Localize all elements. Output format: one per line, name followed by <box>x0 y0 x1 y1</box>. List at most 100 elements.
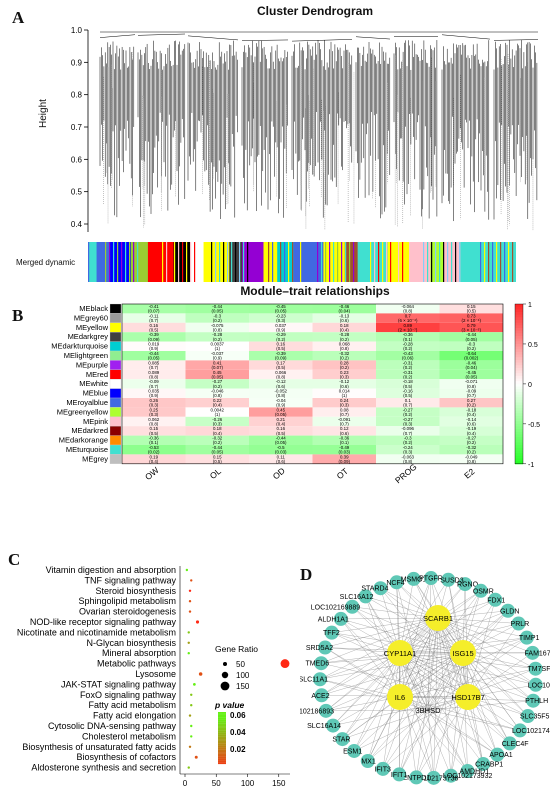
cell-pvalue: (0.3) <box>149 412 159 417</box>
pathway-label: Cytosolic DNA-sensing pathway <box>48 721 177 731</box>
cell-pvalue: (0.5) <box>403 384 413 389</box>
dot-point <box>187 652 190 655</box>
heatmap-cell <box>249 454 313 464</box>
outer-gene-node <box>458 577 473 592</box>
cell-correlation: -0.3 <box>213 313 221 318</box>
cell-pvalue: (0.3) <box>340 403 350 408</box>
colorbar-stripe <box>113 242 115 282</box>
y-tick-label: 0.5 <box>71 188 83 197</box>
colorbar-stripe <box>459 242 461 282</box>
cell-correlation: 0.014 <box>339 389 351 394</box>
heatmap-cell <box>122 435 186 445</box>
legend-gradient-step <box>515 458 523 462</box>
cell-correlation: 0.19 <box>149 454 158 459</box>
legend-gradient-step <box>515 415 523 420</box>
colorbar-segment <box>109 242 132 282</box>
legend-gradient-step <box>515 429 523 433</box>
colorbar-stripe <box>512 242 514 282</box>
outer-gene-label: MSMO1 <box>401 576 427 583</box>
heatmap-cell <box>376 445 440 455</box>
colorbar-stripe <box>386 242 388 282</box>
cell-pvalue: (0.05) <box>212 450 224 455</box>
outer-gene-label: LOC102185525 <box>528 682 550 689</box>
cell-correlation: 0.73 <box>467 313 476 318</box>
cell-correlation: 0.79 <box>467 323 476 328</box>
cell-correlation: -0.24 <box>403 445 414 450</box>
heatmap-cell <box>249 332 313 342</box>
heatmap-cell <box>249 360 313 370</box>
colorbar-stripe <box>227 242 229 282</box>
legend-gradient-step <box>515 418 523 422</box>
heatmap-cell <box>312 435 376 445</box>
color-legend-step <box>218 715 226 718</box>
cell-pvalue: (0.3) <box>403 421 413 426</box>
heatmap-cell <box>122 369 186 380</box>
dot-x-tick-label: 100 <box>241 779 255 788</box>
outer-gene-node <box>525 645 540 660</box>
colorbar-segment <box>409 242 431 282</box>
cell-pvalue: (0.5) <box>149 431 159 436</box>
outer-gene-label: SUSD3 <box>440 577 463 584</box>
hub-gene-label: SCARB1 <box>423 614 453 623</box>
cell-correlation: 0.16 <box>276 426 285 431</box>
cell-correlation: 0.062 <box>148 417 160 422</box>
outer-gene-node <box>460 764 475 779</box>
y-tick-label: 0.8 <box>71 91 83 100</box>
heatmap-cell <box>185 369 249 380</box>
colorbar-stripe <box>186 242 188 282</box>
cell-correlation: 0.25 <box>149 407 158 412</box>
heatmap-cell <box>185 398 249 408</box>
dot-point <box>187 631 190 634</box>
module-trait-heatmap: MEblack -0.41(0.07)-0.44(0.05)-0.45(0.05)… <box>51 302 540 485</box>
legend-gradient-step <box>515 306 523 310</box>
colorbar-stripe <box>496 242 498 282</box>
outer-gene-label: PRLR <box>511 621 530 628</box>
outer-gene-node <box>520 709 535 724</box>
outer-gene-label: MX1 <box>361 759 376 766</box>
panel-c-label: C <box>8 550 21 569</box>
module-color-swatch <box>109 303 122 314</box>
cell-correlation: -0.052 <box>275 389 288 394</box>
heatmap-cell <box>376 426 440 436</box>
heatmap-cell <box>122 351 186 361</box>
colorbar-stripe <box>508 242 510 282</box>
legend-gradient-step <box>515 354 523 358</box>
dot-point <box>190 693 193 696</box>
heatmap-cell <box>439 435 503 445</box>
trait-label: E2 <box>462 466 477 481</box>
y-tick-label: 1.0 <box>71 26 83 35</box>
cell-pvalue: (0.05) <box>148 356 160 361</box>
legend-tick-label: 0.5 <box>528 342 538 349</box>
cell-pvalue: (0.4) <box>467 431 477 436</box>
dot-point <box>190 579 193 582</box>
heatmap-cell <box>439 454 503 464</box>
cell-correlation: -0.14 <box>466 417 477 422</box>
heatmap-cell <box>122 407 186 417</box>
module-label: MEdarkturquoise <box>51 342 108 351</box>
cell-pvalue: (0.2) <box>403 374 413 379</box>
legend-gradient-step <box>515 397 523 401</box>
legend-gradient-step <box>515 330 523 334</box>
legend-gradient-step <box>515 359 523 364</box>
hub-gene-label: 3BHSD <box>415 706 441 715</box>
color-legend-step <box>218 726 226 728</box>
legend-gradient-step <box>515 325 523 329</box>
dendrogram-title: Cluster Dendrogram <box>256 4 374 18</box>
pathway-label: Metabolic pathways <box>97 659 177 669</box>
heatmap-cell <box>312 313 376 323</box>
outer-gene-label: ENTPD1 <box>403 775 431 782</box>
cell-pvalue: (0.03) <box>275 450 287 455</box>
pathway-label: NOD-like receptor signaling pathway <box>30 617 177 627</box>
outer-gene-node <box>406 571 421 586</box>
color-legend-step <box>218 725 226 727</box>
dot-point <box>190 704 193 707</box>
cell-pvalue: (0.3) <box>149 403 159 408</box>
colorbar-stripe <box>194 242 196 282</box>
cell-correlation: 0.12 <box>340 426 349 431</box>
outer-gene-label: TFF2 <box>323 630 340 637</box>
legend-gradient-step <box>515 304 523 308</box>
cell-pvalue: (0.9) <box>213 356 223 361</box>
colorbar-stripe <box>325 242 327 282</box>
colorbar-stripe <box>268 242 270 282</box>
